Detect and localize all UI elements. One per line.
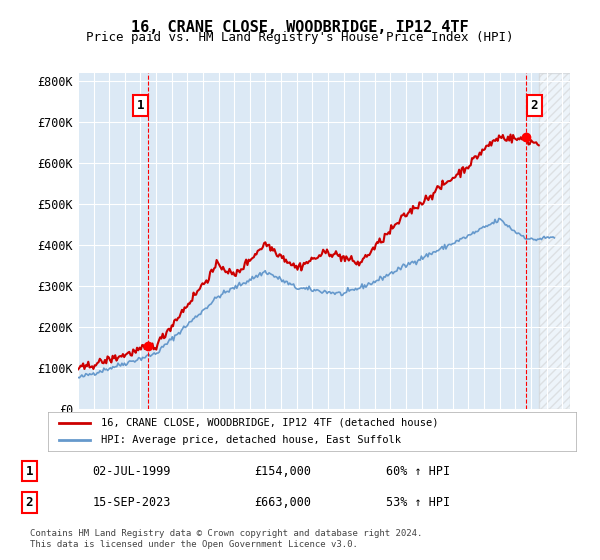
Text: 16, CRANE CLOSE, WOODBRIDGE, IP12 4TF (detached house): 16, CRANE CLOSE, WOODBRIDGE, IP12 4TF (d… <box>101 418 438 428</box>
Text: 60% ↑ HPI: 60% ↑ HPI <box>386 465 451 478</box>
Text: 15-SEP-2023: 15-SEP-2023 <box>92 496 171 509</box>
Text: £154,000: £154,000 <box>254 465 311 478</box>
Text: Contains HM Land Registry data © Crown copyright and database right 2024.
This d: Contains HM Land Registry data © Crown c… <box>30 529 422 549</box>
Text: 02-JUL-1999: 02-JUL-1999 <box>92 465 171 478</box>
Text: 1: 1 <box>26 465 33 478</box>
Bar <box>539 73 570 409</box>
Text: 53% ↑ HPI: 53% ↑ HPI <box>386 496 451 509</box>
Text: HPI: Average price, detached house, East Suffolk: HPI: Average price, detached house, East… <box>101 435 401 445</box>
Text: 16, CRANE CLOSE, WOODBRIDGE, IP12 4TF: 16, CRANE CLOSE, WOODBRIDGE, IP12 4TF <box>131 20 469 35</box>
Text: 1: 1 <box>137 99 144 112</box>
Text: 2: 2 <box>530 99 538 112</box>
Text: Price paid vs. HM Land Registry's House Price Index (HPI): Price paid vs. HM Land Registry's House … <box>86 31 514 44</box>
Text: 2: 2 <box>26 496 33 509</box>
Text: £663,000: £663,000 <box>254 496 311 509</box>
